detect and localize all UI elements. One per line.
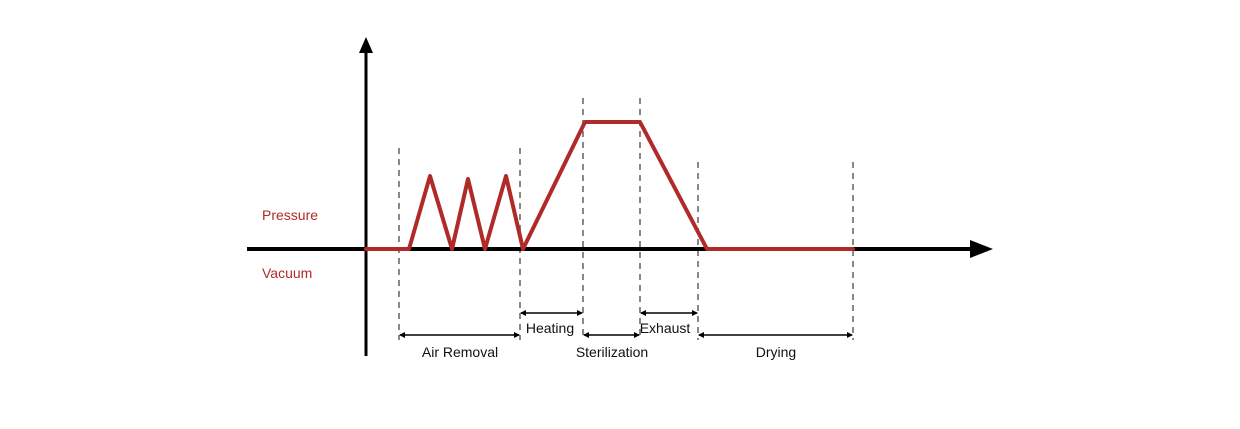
- vacuum-label: Vacuum: [262, 265, 312, 281]
- y-axis-arrowhead: [359, 37, 373, 53]
- exhaust-label: Exhaust: [640, 320, 691, 336]
- heating-label: Heating: [526, 320, 574, 336]
- sterilization-label: Sterilization: [576, 344, 648, 360]
- drying-label: Drying: [756, 344, 796, 360]
- air-removal-label: Air Removal: [422, 344, 498, 360]
- x-axis-arrowhead: [970, 240, 993, 258]
- pressure-label: Pressure: [262, 207, 318, 223]
- phase-guides: [398, 98, 854, 340]
- pressure-curve: [364, 120, 855, 251]
- phase-dimension-lines: [399, 310, 853, 338]
